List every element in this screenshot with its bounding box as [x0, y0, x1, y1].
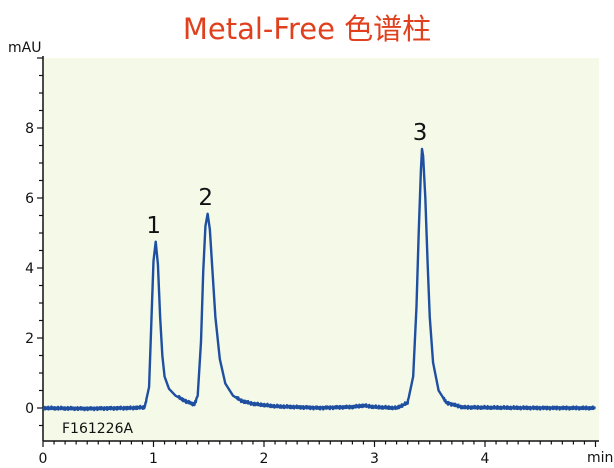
x-tick-label: 1: [149, 451, 158, 467]
x-tick-label: 3: [370, 451, 379, 467]
y-tick-label: 2: [25, 331, 34, 347]
sample-code-annotation: F161226A: [62, 421, 133, 437]
y-axis: 0 2 4 6 8: [25, 56, 43, 441]
x-axis-unit-label: min: [587, 450, 613, 466]
peak-label-1: 1: [146, 213, 161, 239]
x-axis: 0 1 2 3 4: [39, 441, 599, 467]
y-tick-label: 4: [25, 261, 34, 277]
x-tick-label: 0: [39, 451, 48, 467]
x-tick-label: 2: [260, 451, 269, 467]
plot-area-background: [43, 58, 599, 441]
peak-label-2: 2: [198, 185, 213, 211]
x-tick-label: 4: [481, 451, 490, 467]
y-tick-label: 0: [25, 401, 34, 417]
y-axis-unit-label: mAU: [8, 40, 41, 56]
peak-label-3: 3: [413, 120, 428, 146]
y-tick-label: 6: [25, 191, 34, 207]
y-tick-label: 8: [25, 121, 34, 137]
